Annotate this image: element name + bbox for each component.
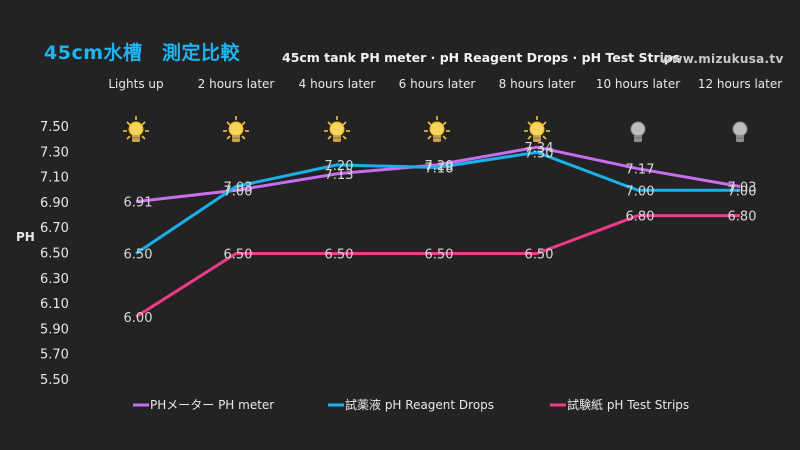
data-label: 7.20 <box>425 159 454 174</box>
data-label: 7.00 <box>728 184 757 199</box>
x-category-label: 12 hours later <box>698 77 782 91</box>
light-bulb-on-icon <box>123 116 149 142</box>
data-label: 7.03 <box>224 180 253 195</box>
y-tick-label: 5.50 <box>40 373 69 388</box>
y-tick-label: 6.90 <box>40 196 69 211</box>
data-label: 7.18 <box>425 161 454 176</box>
x-category-label: Lights up <box>108 77 163 91</box>
data-label: 6.50 <box>124 248 153 263</box>
series-line-0 <box>135 145 741 204</box>
y-tick-label: 7.10 <box>40 171 69 186</box>
light-bulb-off-icon <box>732 121 748 142</box>
series-line-1 <box>135 150 740 255</box>
data-label: 7.13 <box>325 168 354 183</box>
x-category-label: 2 hours later <box>198 77 275 91</box>
y-tick-label: 7.50 <box>40 120 69 135</box>
series-line-2 <box>135 214 740 319</box>
y-tick-label: 6.70 <box>40 221 69 236</box>
chart-subtitle: 45cm tank PH meter · pH Reagent Drops · … <box>282 50 681 65</box>
light-bulb-on-icon <box>524 116 550 142</box>
light-bulb-on-icon <box>324 116 350 142</box>
data-label: 7.20 <box>325 159 354 174</box>
data-label: 7.17 <box>626 163 655 178</box>
chart-title: 45cm水槽 測定比較 <box>44 42 241 64</box>
data-label: 6.50 <box>425 248 454 263</box>
y-tick-label: 6.50 <box>40 247 69 262</box>
data-label: 6.50 <box>525 248 554 263</box>
data-label: 6.50 <box>325 248 354 263</box>
x-category-label: 6 hours later <box>399 77 476 91</box>
y-tick-label: 5.70 <box>40 348 69 363</box>
light-bulb-on-icon <box>223 116 249 142</box>
x-category-label: 8 hours later <box>499 77 576 91</box>
x-category-label: 10 hours later <box>596 77 680 91</box>
data-label: 7.03 <box>728 180 757 195</box>
data-label: 7.34 <box>525 141 554 156</box>
light-bulb-on-icon <box>424 116 450 142</box>
y-tick-label: 6.30 <box>40 272 69 287</box>
y-tick-label: 7.30 <box>40 145 69 160</box>
data-label: 6.50 <box>224 248 253 263</box>
data-label: 6.80 <box>626 210 655 225</box>
data-label: 6.91 <box>124 196 153 211</box>
data-label: 6.80 <box>728 210 757 225</box>
y-axis-label: PH <box>16 230 35 244</box>
data-label: 7.00 <box>224 184 253 199</box>
x-category-label: 4 hours later <box>299 77 376 91</box>
site-url: www.mizukusa.tv <box>660 52 784 66</box>
light-bulb-off-icon <box>630 121 646 142</box>
legend-label: PHメーター PH meter <box>150 398 274 412</box>
y-tick-label: 5.90 <box>40 322 69 337</box>
data-label: 7.30 <box>525 146 554 161</box>
y-tick-label: 6.10 <box>40 297 69 312</box>
legend-label: 試験紙 pH Test Strips <box>567 397 689 412</box>
data-label: 7.00 <box>626 184 655 199</box>
legend-label: 試薬液 pH Reagent Drops <box>345 397 494 412</box>
data-label: 6.00 <box>124 311 153 326</box>
